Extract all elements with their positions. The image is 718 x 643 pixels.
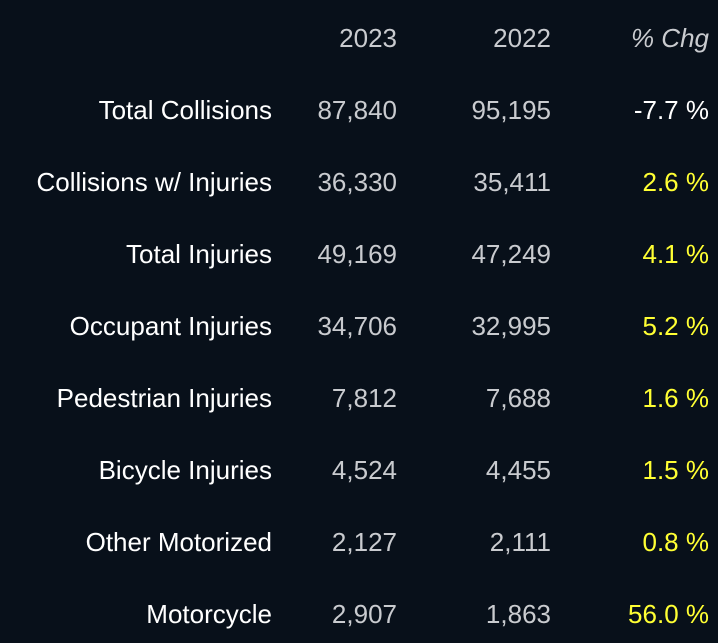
row-label: Total Collisions	[98, 95, 272, 125]
header-2022: 2022	[493, 23, 551, 53]
table-row: Collisions w/ Injuries 36,330 35,411 2.6…	[0, 162, 718, 202]
table-row: Pedestrian Injuries 7,812 7,688 1.6 %	[0, 378, 718, 418]
table-row: Occupant Injuries 34,706 32,995 5.2 %	[0, 306, 718, 346]
pct-change: 2.6 %	[642, 167, 710, 197]
table-row: Motorcycle 2,907 1,863 56.0 %	[0, 594, 718, 634]
header-pct-change: % Chg	[630, 23, 709, 53]
row-label: Other Motorized	[85, 527, 272, 557]
row-label: Total Injuries	[126, 239, 272, 269]
value-2023: 7,812	[331, 383, 397, 413]
pct-change: 56.0 %	[628, 599, 709, 629]
value-2022: 4,455	[485, 455, 551, 485]
value-2023: 36,330	[317, 167, 397, 197]
row-label: Pedestrian Injuries	[56, 383, 272, 413]
value-2022: 1,863	[485, 599, 551, 629]
table-row: Other Motorized 2,127 2,111 0.8 %	[0, 522, 718, 562]
value-2022: 2,111	[489, 527, 551, 557]
row-label: Motorcycle	[146, 599, 272, 629]
row-label: Collisions w/ Injuries	[36, 167, 272, 197]
value-2023: 2,907	[331, 599, 397, 629]
value-2023: 49,169	[317, 239, 397, 269]
table-header: 2023 2022 % Chg	[0, 18, 718, 58]
pct-change: 5.2 %	[642, 311, 710, 341]
pct-change: 1.5 %	[642, 455, 710, 485]
pct-change: -7.7 %	[633, 95, 709, 125]
pct-change: 4.1 %	[642, 239, 710, 269]
table-row: Total Injuries 49,169 47,249 4.1 %	[0, 234, 718, 274]
table-row: Total Collisions 87,840 95,195 -7.7 %	[0, 90, 718, 130]
row-label: Bicycle Injuries	[98, 455, 272, 485]
row-label: Occupant Injuries	[69, 311, 272, 341]
value-2023: 2,127	[331, 527, 397, 557]
value-2022: 47,249	[471, 239, 551, 269]
value-2023: 4,524	[331, 455, 397, 485]
value-2022: 7,688	[485, 383, 551, 413]
header-2023: 2023	[339, 23, 397, 53]
value-2022: 35,411	[473, 167, 551, 197]
pct-change: 0.8 %	[642, 527, 710, 557]
value-2022: 95,195	[471, 95, 551, 125]
pct-change: 1.6 %	[642, 383, 710, 413]
table-row: Bicycle Injuries 4,524 4,455 1.5 %	[0, 450, 718, 490]
value-2022: 32,995	[471, 311, 551, 341]
value-2023: 34,706	[317, 311, 397, 341]
value-2023: 87,840	[317, 95, 397, 125]
